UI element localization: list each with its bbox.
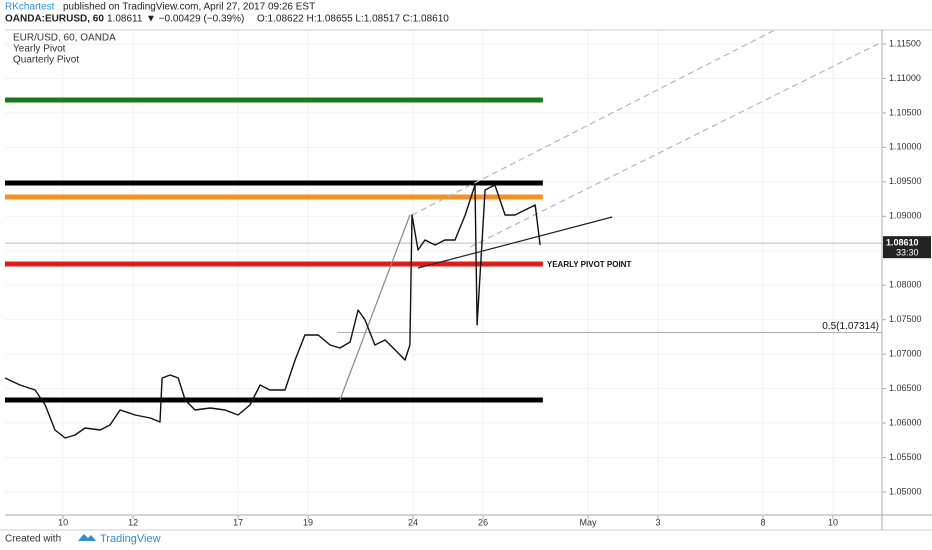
trendline bbox=[417, 216, 613, 269]
y-tick-label: 1.05500 bbox=[889, 452, 922, 462]
footer-brand[interactable]: TradingView bbox=[100, 533, 161, 545]
trendline bbox=[469, 41, 883, 248]
x-tick-label: 17 bbox=[233, 517, 243, 527]
y-tick-label: 1.10000 bbox=[889, 142, 922, 152]
y-tick-label: 1.05000 bbox=[889, 486, 922, 496]
trendline bbox=[339, 214, 411, 401]
published: published on TradingView.com, April 27, … bbox=[63, 2, 315, 13]
y-tick-label: 1.11500 bbox=[889, 38, 921, 48]
legend-entry: Quarterly Pivot bbox=[13, 55, 79, 66]
x-tick-label: 10 bbox=[58, 517, 68, 527]
level-label: YEARLY PIVOT POINT bbox=[547, 260, 632, 269]
x-tick-label: 8 bbox=[761, 517, 766, 527]
y-tick-label: 1.08000 bbox=[889, 280, 922, 290]
ohlc: O:1.08622 H:1.08655 L:1.08517 C:1.08610 bbox=[257, 14, 449, 25]
y-tick-label: 1.11000 bbox=[889, 73, 921, 83]
trendline bbox=[411, 29, 776, 216]
y-tick-label: 1.07500 bbox=[889, 314, 922, 324]
y-tick-label: 1.07000 bbox=[889, 349, 922, 359]
y-tick-label: 1.10500 bbox=[889, 107, 922, 117]
legend-entry: Yearly Pivot bbox=[13, 44, 66, 55]
x-tick-label: 3 bbox=[656, 517, 661, 527]
fib-label: 0.5(1.07314) bbox=[822, 321, 879, 332]
last-price-box bbox=[883, 236, 931, 259]
change: ▼ −0.00429 (−0.39%) bbox=[146, 14, 244, 25]
last-price-label: 1.08610 bbox=[886, 238, 919, 248]
y-tick-label: 1.06000 bbox=[889, 417, 922, 427]
symbol: OANDA:EURUSD, 60 bbox=[5, 14, 104, 25]
author[interactable]: RKchartest bbox=[5, 2, 55, 13]
price-line bbox=[4, 184, 541, 439]
logo bbox=[78, 534, 96, 541]
price: 1.08611 bbox=[107, 14, 143, 25]
x-tick-label: 26 bbox=[478, 517, 488, 527]
footer-created: Created with bbox=[5, 534, 61, 545]
x-tick-label: May bbox=[580, 517, 598, 527]
x-tick-label: 19 bbox=[303, 517, 313, 527]
y-tick-label: 1.09000 bbox=[889, 211, 922, 221]
legend-entry: EUR/USD, 60, OANDA bbox=[13, 33, 116, 44]
countdown: 33:30 bbox=[896, 248, 919, 258]
x-tick-label: 10 bbox=[828, 517, 838, 527]
y-tick-label: 1.09500 bbox=[889, 176, 922, 186]
x-tick-label: 12 bbox=[128, 517, 138, 527]
y-tick-label: 1.06500 bbox=[889, 383, 922, 393]
x-tick-label: 24 bbox=[408, 517, 418, 527]
